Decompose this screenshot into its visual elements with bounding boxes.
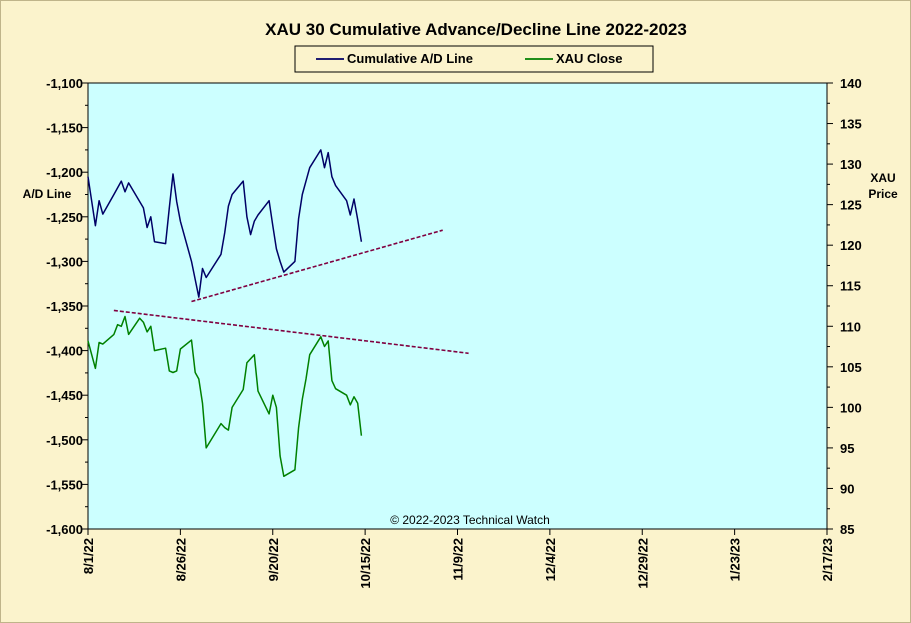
legend-label-xau-close: XAU Close	[556, 51, 622, 66]
left-axis: -1,100 -1,150 -1,200 -1,250 -1,300 -1,350 -1,4…	[46, 76, 88, 537]
chart-title: XAU 30 Cumulative Advance/Decline Line 2…	[265, 20, 687, 39]
x-tick-label: 10/15/22	[358, 538, 373, 589]
right-tick-label: 135	[840, 117, 862, 132]
left-tick-label: -1,400	[46, 344, 83, 359]
left-tick-label: -1,150	[46, 121, 83, 136]
x-tick-label: 12/4/22	[543, 538, 558, 581]
left-tick-label: -1,500	[46, 433, 83, 448]
left-tick-label: -1,200	[46, 165, 83, 180]
right-axis-label-line-2: Price	[868, 187, 898, 201]
left-tick-label: -1,300	[46, 254, 83, 269]
right-tick-label: 120	[840, 238, 862, 253]
right-tick-label: 85	[840, 522, 854, 537]
left-axis-label: A/D Line	[23, 187, 72, 201]
x-tick-label: 8/1/22	[81, 538, 96, 574]
right-tick-label: 115	[840, 279, 861, 294]
trendlines	[113, 229, 469, 355]
series-line-cumulative-ad	[87, 149, 363, 298]
left-tick-label: -1,600	[46, 522, 83, 537]
legend-label-ad-line: Cumulative A/D Line	[347, 51, 473, 66]
legend: Cumulative A/D Line XAU Close	[294, 45, 654, 73]
left-tick-label: -1,250	[46, 210, 83, 225]
x-tick-label: 1/23/23	[728, 538, 743, 581]
left-tick-label: -1,350	[46, 299, 83, 314]
right-tick-label: 105	[840, 360, 862, 375]
copyright-note: © 2022-2023 Technical Watch	[390, 513, 550, 527]
right-tick-label: 125	[840, 198, 862, 213]
series-line-xau-close	[87, 315, 363, 478]
x-tick-label: 2/17/23	[820, 538, 835, 581]
right-axis-label-line-1: XAU	[870, 171, 895, 185]
trendline-1	[191, 229, 443, 303]
x-tick-label: 12/29/22	[635, 538, 650, 589]
left-tick-label: -1,100	[46, 76, 83, 91]
right-tick-label: 95	[840, 441, 854, 456]
right-tick-label: 130	[840, 157, 862, 172]
right-tick-label: 100	[840, 400, 862, 415]
x-axis: 8/1/22 8/26/22 9/20/22 10/15/22 11/9/22 12/4/…	[81, 529, 835, 589]
right-tick-label: 110	[840, 319, 861, 334]
right-tick-label: 140	[840, 76, 862, 91]
trendline-2	[113, 309, 469, 355]
plot-area	[87, 82, 828, 530]
right-tick-label: 90	[840, 481, 854, 496]
legend-box	[294, 45, 654, 73]
left-tick-label: -1,550	[46, 477, 83, 492]
x-tick-label: 11/9/22	[451, 538, 466, 581]
x-tick-label: 9/20/22	[266, 538, 281, 581]
x-tick-label: 8/26/22	[173, 538, 188, 581]
left-tick-label: -1,450	[46, 388, 83, 403]
right-axis: 140 135 130 125 120 115 110 105 100 95 90 85	[827, 76, 862, 537]
